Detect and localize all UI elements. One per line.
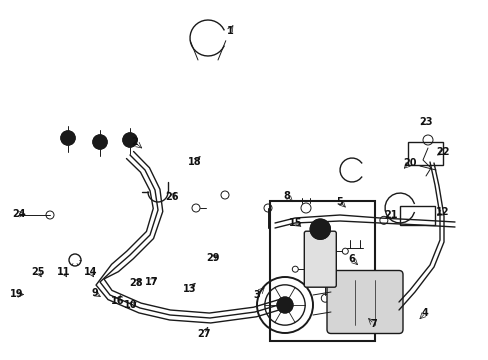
Text: 22: 22 bbox=[435, 147, 448, 157]
Text: 6: 6 bbox=[348, 254, 355, 264]
Text: 11: 11 bbox=[57, 267, 70, 277]
Text: 24: 24 bbox=[12, 209, 25, 219]
Text: 19: 19 bbox=[10, 289, 24, 300]
Bar bbox=[269, 201, 374, 341]
Text: 23: 23 bbox=[419, 117, 432, 127]
Text: 10: 10 bbox=[124, 300, 138, 310]
Circle shape bbox=[123, 133, 137, 147]
Text: 9: 9 bbox=[92, 288, 99, 298]
Text: 25: 25 bbox=[31, 267, 45, 277]
FancyBboxPatch shape bbox=[326, 270, 402, 333]
Text: 12: 12 bbox=[435, 207, 448, 217]
Text: 15: 15 bbox=[288, 218, 302, 228]
Bar bbox=[399, 206, 434, 225]
Text: 7: 7 bbox=[370, 319, 377, 329]
Text: 27: 27 bbox=[197, 329, 211, 339]
Circle shape bbox=[93, 135, 107, 149]
FancyBboxPatch shape bbox=[304, 231, 336, 287]
Text: 13: 13 bbox=[183, 284, 196, 294]
Circle shape bbox=[310, 219, 329, 239]
Text: 17: 17 bbox=[144, 276, 158, 287]
Text: 1: 1 bbox=[226, 26, 233, 36]
Text: 16: 16 bbox=[110, 296, 124, 306]
Text: 18: 18 bbox=[187, 157, 201, 167]
Text: 21: 21 bbox=[384, 210, 397, 220]
Text: 29: 29 bbox=[205, 253, 219, 264]
Bar bbox=[407, 142, 442, 165]
Text: 5: 5 bbox=[336, 197, 343, 207]
Text: 2: 2 bbox=[131, 137, 138, 147]
Text: 28: 28 bbox=[129, 278, 142, 288]
Text: 8: 8 bbox=[283, 191, 290, 201]
Circle shape bbox=[61, 131, 75, 145]
Text: 14: 14 bbox=[83, 267, 97, 277]
Text: 4: 4 bbox=[421, 308, 428, 318]
Text: 20: 20 bbox=[402, 158, 416, 168]
Text: 26: 26 bbox=[165, 192, 179, 202]
Text: 3: 3 bbox=[253, 290, 260, 300]
Circle shape bbox=[277, 297, 292, 313]
